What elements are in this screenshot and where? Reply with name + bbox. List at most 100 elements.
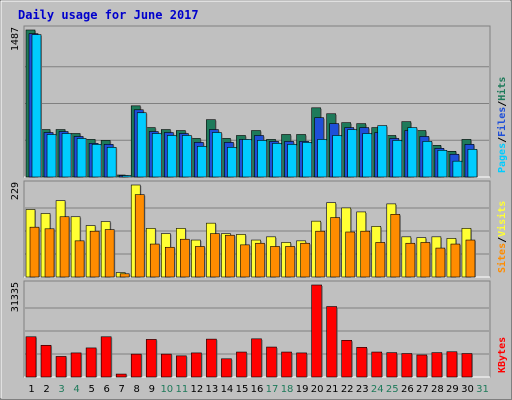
bar-sites-day-14 [225, 234, 235, 278]
bar-kbytes-day-13 [206, 338, 217, 378]
day-label-8: 8 [134, 384, 140, 395]
bar-shadow [296, 145, 298, 177]
bar-pages-day-4 [76, 138, 87, 178]
bar-pages-day-20 [317, 139, 327, 178]
bar-sites-day-30 [465, 239, 476, 278]
bar-shadow [56, 135, 58, 177]
bar-shadow [354, 233, 356, 277]
bar-pages-day-25 [392, 140, 403, 178]
chart-title: Daily usage for June 2017 [18, 8, 199, 22]
bar-pages-day-27 [422, 141, 433, 178]
bar-shadow [431, 142, 433, 177]
bar-shadow [399, 215, 401, 277]
panel-max-label: 229 [10, 182, 21, 200]
bar-shadow [221, 133, 223, 177]
bar-kbytes-day-22 [341, 339, 352, 378]
day-label-3: 3 [58, 384, 64, 395]
bar-shadow [174, 248, 176, 277]
bar-shadow [336, 307, 338, 377]
day-label-21: 21 [326, 384, 339, 395]
legend-hits: Hits [496, 77, 508, 101]
day-label-12: 12 [191, 384, 204, 395]
day-label-1: 1 [28, 384, 34, 395]
bar-shadow [426, 355, 428, 377]
bar-pages-day-2 [46, 134, 57, 178]
bar-shadow [446, 151, 448, 177]
bar-kbytes-day-8 [130, 353, 142, 378]
legend-separator: / [497, 101, 508, 107]
bar-sites-day-9 [149, 243, 160, 278]
day-label-6: 6 [103, 384, 109, 395]
bar-shadow [156, 340, 158, 377]
bar-shadow [111, 337, 113, 377]
bar-shadow [126, 375, 128, 377]
chart-panels: 1487Pages/Files/Hits229Sites/Visits31335… [10, 25, 508, 378]
panel-legend: Sites/Visits [496, 201, 508, 273]
bar-shadow [114, 230, 116, 277]
bar-kbytes-day-29 [446, 351, 458, 378]
bar-shadow [159, 245, 161, 277]
bar-pages-day-6 [106, 147, 117, 178]
bar-shadow [326, 140, 328, 177]
bar-shadow [396, 353, 398, 377]
panel-max-label: 1487 [10, 27, 21, 51]
day-label-13: 13 [206, 384, 219, 395]
bar-pages-day-18 [287, 144, 297, 178]
bar-sites-day-15 [240, 244, 250, 278]
day-label-23: 23 [356, 384, 369, 395]
bar-shadow [116, 148, 118, 177]
bar-shadow [459, 245, 461, 277]
bar-shadow [51, 346, 53, 377]
day-label-25: 25 [386, 384, 399, 395]
bar-shadow [369, 232, 371, 277]
bar-shadow [96, 348, 98, 377]
day-label-28: 28 [431, 384, 444, 395]
bar-shadow [281, 144, 283, 177]
bar-shadow [401, 141, 403, 177]
bar-shadow [386, 126, 388, 177]
day-label-30: 30 [461, 384, 474, 395]
bar-kbytes-day-9 [145, 339, 157, 378]
bar-pages-day-28 [437, 150, 448, 178]
bar-sites-day-18 [285, 246, 295, 278]
bar-sites-day-12 [195, 246, 205, 278]
bar-shadow [206, 147, 208, 177]
bar-sites-day-25 [390, 214, 401, 278]
bar-shadow [294, 247, 296, 277]
bar-shadow [309, 244, 311, 277]
day-label-10: 10 [160, 384, 173, 395]
bar-shadow [216, 340, 218, 377]
bar-shadow [476, 150, 478, 177]
bar-sites-day-11 [180, 238, 190, 278]
bars-visits-sites [25, 184, 476, 278]
bar-shadow [219, 234, 221, 277]
bar-shadow [246, 353, 248, 377]
bar-sites-day-22 [345, 231, 355, 278]
bar-kbytes-day-11 [176, 355, 187, 378]
bar-kbytes-day-12 [191, 352, 202, 378]
bar-shadow [36, 337, 37, 377]
bar-shadow [429, 243, 431, 277]
bar-shadow [291, 353, 293, 377]
bar-pages-day-26 [407, 127, 418, 178]
bar-sites-day-13 [210, 233, 220, 278]
bar-pages-day-21 [332, 135, 342, 178]
bar-shadow [101, 145, 103, 177]
bar-shadow [416, 128, 418, 177]
bar-shadow [191, 136, 193, 177]
bar-shadow [351, 341, 353, 377]
bar-shadow [141, 355, 143, 377]
bar-sites-day-27 [420, 242, 431, 278]
day-label-16: 16 [251, 384, 264, 395]
bar-sites-day-7 [119, 273, 130, 278]
bar-shadow [461, 162, 463, 177]
bar-pages-day-24 [377, 125, 388, 178]
bar-pages-day-23 [362, 133, 373, 178]
bar-shadow [189, 240, 191, 277]
bars-hits-files-pages [25, 29, 478, 178]
bar-shadow [266, 141, 268, 177]
bar-pages-day-10 [166, 135, 177, 178]
bar-pages-day-22 [347, 129, 357, 178]
bar-sites-day-4 [74, 240, 85, 278]
